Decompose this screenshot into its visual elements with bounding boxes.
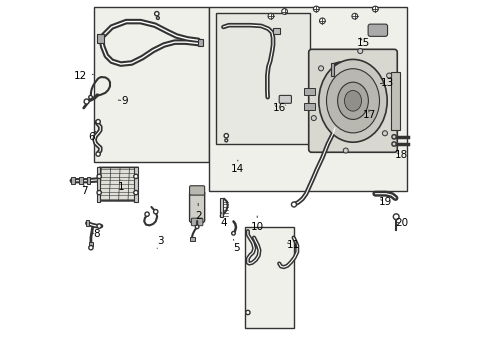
Circle shape [311,116,317,121]
Circle shape [145,212,149,216]
FancyBboxPatch shape [190,186,205,195]
Circle shape [392,135,396,139]
Text: 7: 7 [81,186,88,196]
Text: 12: 12 [74,71,87,81]
Circle shape [292,202,296,207]
Circle shape [314,6,319,12]
Bar [209,7,407,191]
Bar [87,177,90,184]
Bar [134,167,138,202]
Bar [216,13,310,144]
Circle shape [97,174,101,179]
FancyBboxPatch shape [368,24,388,36]
Text: 14: 14 [231,164,245,174]
Text: 16: 16 [272,103,286,113]
Bar [304,103,315,110]
Bar [94,7,209,162]
Bar [89,242,93,246]
Circle shape [372,6,378,12]
Circle shape [282,9,288,14]
Circle shape [352,13,358,19]
Bar [220,198,222,217]
Circle shape [225,139,228,142]
Circle shape [134,174,138,179]
Circle shape [96,152,100,156]
FancyBboxPatch shape [279,95,292,103]
Ellipse shape [344,90,362,111]
Circle shape [358,49,363,54]
Circle shape [89,246,93,250]
Text: 5: 5 [233,243,239,253]
Bar [304,88,315,95]
Text: 1: 1 [118,182,124,192]
Text: 19: 19 [379,197,392,207]
Bar [97,167,100,202]
Circle shape [84,99,89,104]
Text: 11: 11 [287,240,300,250]
Text: 3: 3 [157,236,164,246]
Circle shape [245,310,250,315]
Ellipse shape [319,59,387,142]
Circle shape [97,190,101,195]
Circle shape [392,142,396,146]
Bar [198,39,203,46]
Circle shape [232,231,235,235]
Bar [273,28,280,34]
Text: 13: 13 [381,78,394,88]
Polygon shape [98,167,138,201]
Circle shape [134,190,138,195]
Text: 2: 2 [195,211,201,221]
Text: 8: 8 [94,229,100,239]
Circle shape [393,214,399,220]
Text: 18: 18 [395,150,408,160]
Bar [86,220,89,226]
FancyBboxPatch shape [190,191,205,222]
Bar [245,227,294,328]
Circle shape [97,224,101,228]
Ellipse shape [338,82,368,120]
Circle shape [156,17,159,19]
Text: 15: 15 [357,38,370,48]
FancyBboxPatch shape [309,49,397,152]
Circle shape [96,120,100,124]
Bar [71,177,74,184]
Circle shape [155,12,159,16]
Circle shape [343,148,348,153]
Bar [391,72,400,130]
Circle shape [268,13,274,19]
Bar [331,63,334,76]
Text: 17: 17 [363,110,376,120]
Bar [79,177,83,184]
Circle shape [332,87,337,91]
Circle shape [318,66,323,71]
Circle shape [196,225,199,229]
Text: 20: 20 [395,218,408,228]
Ellipse shape [326,69,379,133]
Circle shape [387,73,392,78]
Circle shape [89,95,92,99]
Text: 4: 4 [220,218,227,228]
Bar [98,34,104,43]
Circle shape [153,210,158,214]
Circle shape [224,134,228,138]
Text: 10: 10 [251,222,264,232]
Circle shape [382,131,388,136]
Circle shape [319,18,325,24]
Text: 6: 6 [89,132,96,142]
FancyBboxPatch shape [192,218,203,226]
Text: 9: 9 [121,96,128,106]
Bar [190,237,195,241]
